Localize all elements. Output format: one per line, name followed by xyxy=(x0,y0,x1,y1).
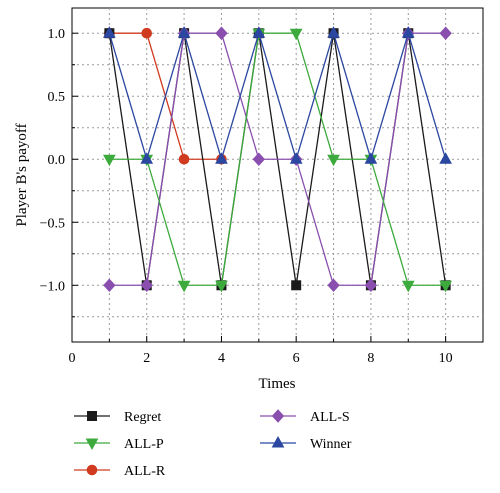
data-point-all-p xyxy=(215,280,228,293)
series-line-winner xyxy=(108,30,447,162)
data-point-winner xyxy=(103,26,116,38)
x-tick-label: 0 xyxy=(69,351,76,366)
data-point-all-p xyxy=(401,280,415,293)
y-axis-label: Player B's payoff xyxy=(14,123,30,226)
legend-label: Regret xyxy=(124,410,161,425)
data-point-all-s xyxy=(327,278,340,293)
legend-marker xyxy=(271,409,285,423)
x-tick-label: 8 xyxy=(367,351,374,366)
data-point-winner xyxy=(327,26,340,38)
data-point-all-s xyxy=(252,152,265,166)
y-tick-label: 1.0 xyxy=(48,27,66,42)
data-point-all-s xyxy=(215,26,228,40)
x-axis-label: Times xyxy=(259,376,296,392)
legend-item-all-p: ALL-P xyxy=(74,437,164,452)
legend-label: Winner xyxy=(310,437,352,452)
legend-marker xyxy=(85,438,99,451)
data-point-all-s xyxy=(364,278,378,293)
x-tick-label: 2 xyxy=(143,351,150,366)
y-tick-label: 0.5 xyxy=(48,90,66,105)
legend-item-winner: Winner xyxy=(260,435,352,452)
legend-label: ALL-S xyxy=(310,410,350,425)
data-point-winner xyxy=(439,152,452,164)
y-tick-label: −0.5 xyxy=(40,216,65,231)
data-point-all-p xyxy=(103,154,116,167)
series-line-all-s xyxy=(109,32,446,286)
y-tick-label: 0.0 xyxy=(48,153,66,168)
data-point-winner xyxy=(364,152,378,164)
data-point-all-p xyxy=(327,154,340,167)
data-point-all-s xyxy=(140,278,153,293)
data-point-winner xyxy=(401,26,415,38)
data-point-all-p xyxy=(177,280,191,293)
data-point-all-r xyxy=(141,27,153,39)
series-layer xyxy=(103,26,452,293)
data-point-all-p xyxy=(289,28,303,41)
legend-label: ALL-P xyxy=(124,437,164,452)
data-point-all-s xyxy=(103,278,116,293)
legend: Regret ALL-P ALL-R ALL-S Winner xyxy=(74,409,352,479)
grid xyxy=(72,8,483,342)
axes: 0 2 4 6 8 10 1.0 0.5 0.0 −0.5 −1.0 xyxy=(40,27,484,366)
data-point-all-s xyxy=(439,26,452,40)
x-tick-label: 4 xyxy=(218,351,225,366)
legend-item-regret: Regret xyxy=(74,410,161,425)
data-point-regret xyxy=(291,280,302,291)
data-point-all-r xyxy=(178,153,190,165)
legend-marker xyxy=(87,411,97,421)
legend-item-all-s: ALL-S xyxy=(260,409,350,425)
data-point-winner xyxy=(177,26,191,38)
series-winner xyxy=(103,26,452,164)
x-tick-label: 6 xyxy=(293,351,300,366)
data-point-winner xyxy=(252,26,266,38)
data-point-all-p xyxy=(439,280,452,293)
plot-frame xyxy=(71,7,484,343)
y-tick-label: −1.0 xyxy=(40,279,65,294)
legend-marker xyxy=(86,464,98,476)
data-point-winner xyxy=(289,152,303,164)
x-tick-label: 10 xyxy=(439,351,453,366)
data-point-winner xyxy=(215,152,228,164)
data-point-winner xyxy=(140,152,154,164)
legend-marker xyxy=(271,435,285,448)
legend-label: ALL-R xyxy=(124,464,166,479)
legend-item-all-r: ALL-R xyxy=(74,464,166,479)
series-line-all-p xyxy=(109,32,446,286)
series-all-s xyxy=(103,26,452,293)
